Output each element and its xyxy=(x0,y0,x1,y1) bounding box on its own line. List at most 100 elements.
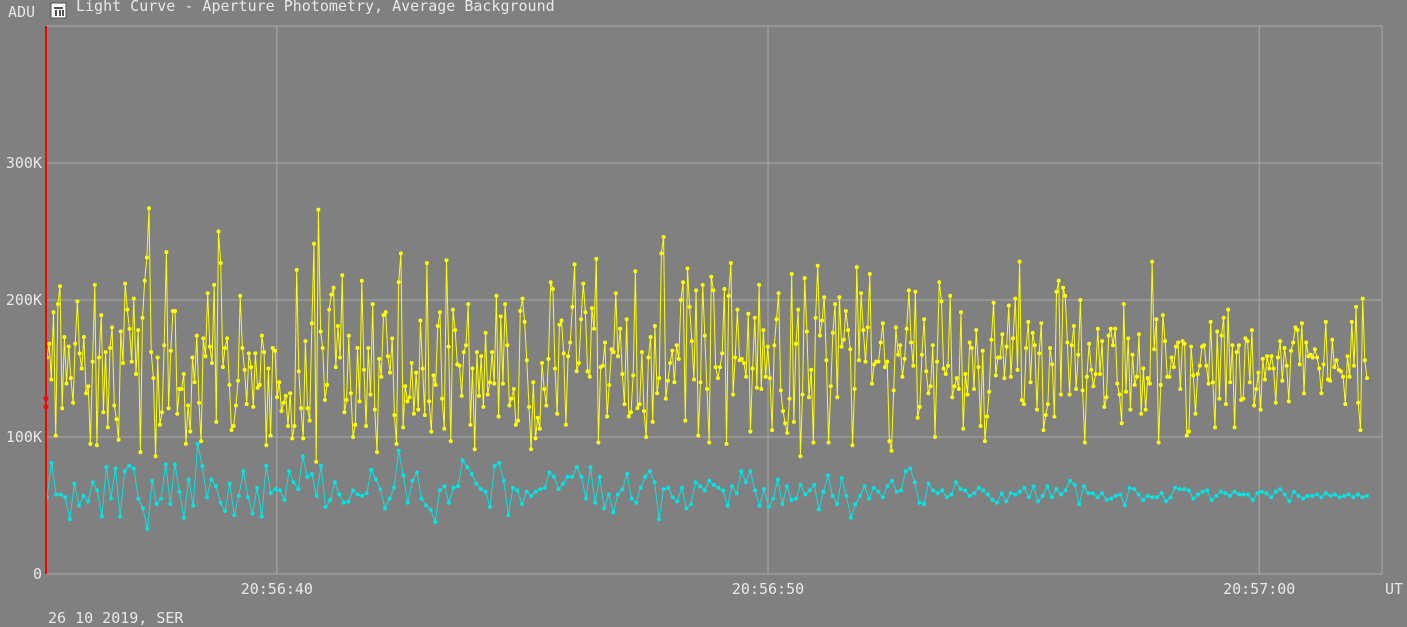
data-point xyxy=(1258,407,1263,412)
data-point xyxy=(900,374,905,379)
data-point xyxy=(1089,367,1094,372)
data-point xyxy=(678,298,683,302)
data-point xyxy=(223,509,228,513)
data-point xyxy=(753,488,757,493)
data-point xyxy=(472,447,477,452)
data-point xyxy=(657,517,661,522)
data-point xyxy=(626,414,631,419)
data-point xyxy=(1333,492,1337,497)
data-point xyxy=(637,402,642,407)
data-point xyxy=(648,335,653,339)
data-point xyxy=(711,482,716,487)
data-point xyxy=(474,481,479,486)
data-point xyxy=(674,343,679,348)
data-point xyxy=(168,348,173,353)
data-point xyxy=(557,322,562,327)
data-point xyxy=(1147,381,1152,386)
data-point xyxy=(802,276,807,281)
data-point xyxy=(734,491,739,496)
data-point xyxy=(763,374,768,379)
data-point xyxy=(1259,489,1264,494)
data-point xyxy=(982,439,987,444)
data-point xyxy=(264,463,269,468)
data-point xyxy=(730,484,735,489)
data-point xyxy=(952,384,957,389)
data-point xyxy=(303,339,308,344)
data-point xyxy=(456,484,461,489)
data-point xyxy=(275,395,280,400)
data-point xyxy=(459,393,464,398)
data-point xyxy=(547,470,552,475)
data-point xyxy=(1217,396,1222,401)
data-point xyxy=(1346,492,1351,497)
data-point xyxy=(878,340,883,345)
data-point xyxy=(1104,498,1109,502)
data-point xyxy=(364,424,369,428)
data-point xyxy=(863,359,868,364)
data-point xyxy=(794,496,799,501)
data-point xyxy=(279,409,284,413)
data-point xyxy=(186,403,191,408)
data-point xyxy=(1297,362,1302,367)
data-point xyxy=(650,419,655,424)
data-point xyxy=(477,393,481,398)
data-point xyxy=(1164,499,1168,504)
data-point xyxy=(741,361,746,365)
data-point xyxy=(183,441,188,446)
data-point xyxy=(281,400,286,405)
data-point xyxy=(529,447,534,452)
data-point xyxy=(807,395,811,400)
data-point xyxy=(216,229,221,234)
data-point xyxy=(362,367,366,372)
data-point xyxy=(1013,296,1018,301)
data-point xyxy=(1245,339,1250,344)
data-point xyxy=(624,317,629,322)
data-point xyxy=(1173,485,1178,490)
data-point xyxy=(537,426,542,431)
data-point xyxy=(991,300,996,305)
chart-icon[interactable] xyxy=(50,2,67,19)
data-point xyxy=(622,402,627,407)
data-point xyxy=(168,502,173,507)
data-point xyxy=(157,422,162,427)
data-point xyxy=(1232,489,1237,494)
data-point xyxy=(155,355,160,360)
data-point xyxy=(639,350,644,355)
data-point xyxy=(944,495,949,500)
data-point xyxy=(338,355,343,360)
data-point xyxy=(1108,326,1113,331)
data-point xyxy=(1360,495,1365,500)
data-point xyxy=(1282,492,1287,497)
data-point xyxy=(850,443,855,448)
data-point xyxy=(1087,341,1092,346)
data-point xyxy=(1031,484,1036,489)
data-point xyxy=(290,436,295,441)
data-point xyxy=(1295,328,1300,333)
data-point xyxy=(1158,382,1163,387)
data-point xyxy=(1077,502,1082,507)
data-point xyxy=(844,493,849,498)
data-point xyxy=(162,343,167,348)
data-point xyxy=(1141,366,1146,371)
data-point xyxy=(696,433,701,438)
data-point xyxy=(775,477,780,482)
data-point xyxy=(616,354,620,359)
data-point xyxy=(589,306,594,311)
data-point xyxy=(584,496,588,501)
data-point xyxy=(976,485,981,490)
data-point xyxy=(351,435,356,439)
data-point xyxy=(675,499,680,504)
data-point xyxy=(950,395,955,400)
data-point xyxy=(816,507,821,512)
data-point xyxy=(1345,354,1350,359)
data-point xyxy=(277,488,282,493)
data-point xyxy=(518,309,523,313)
data-point xyxy=(1102,404,1107,409)
data-point xyxy=(129,359,134,364)
data-point xyxy=(1255,491,1260,496)
data-point xyxy=(314,493,319,498)
data-point xyxy=(81,493,86,498)
data-point xyxy=(134,372,138,376)
data-point xyxy=(259,514,264,519)
data-point xyxy=(998,355,1003,360)
